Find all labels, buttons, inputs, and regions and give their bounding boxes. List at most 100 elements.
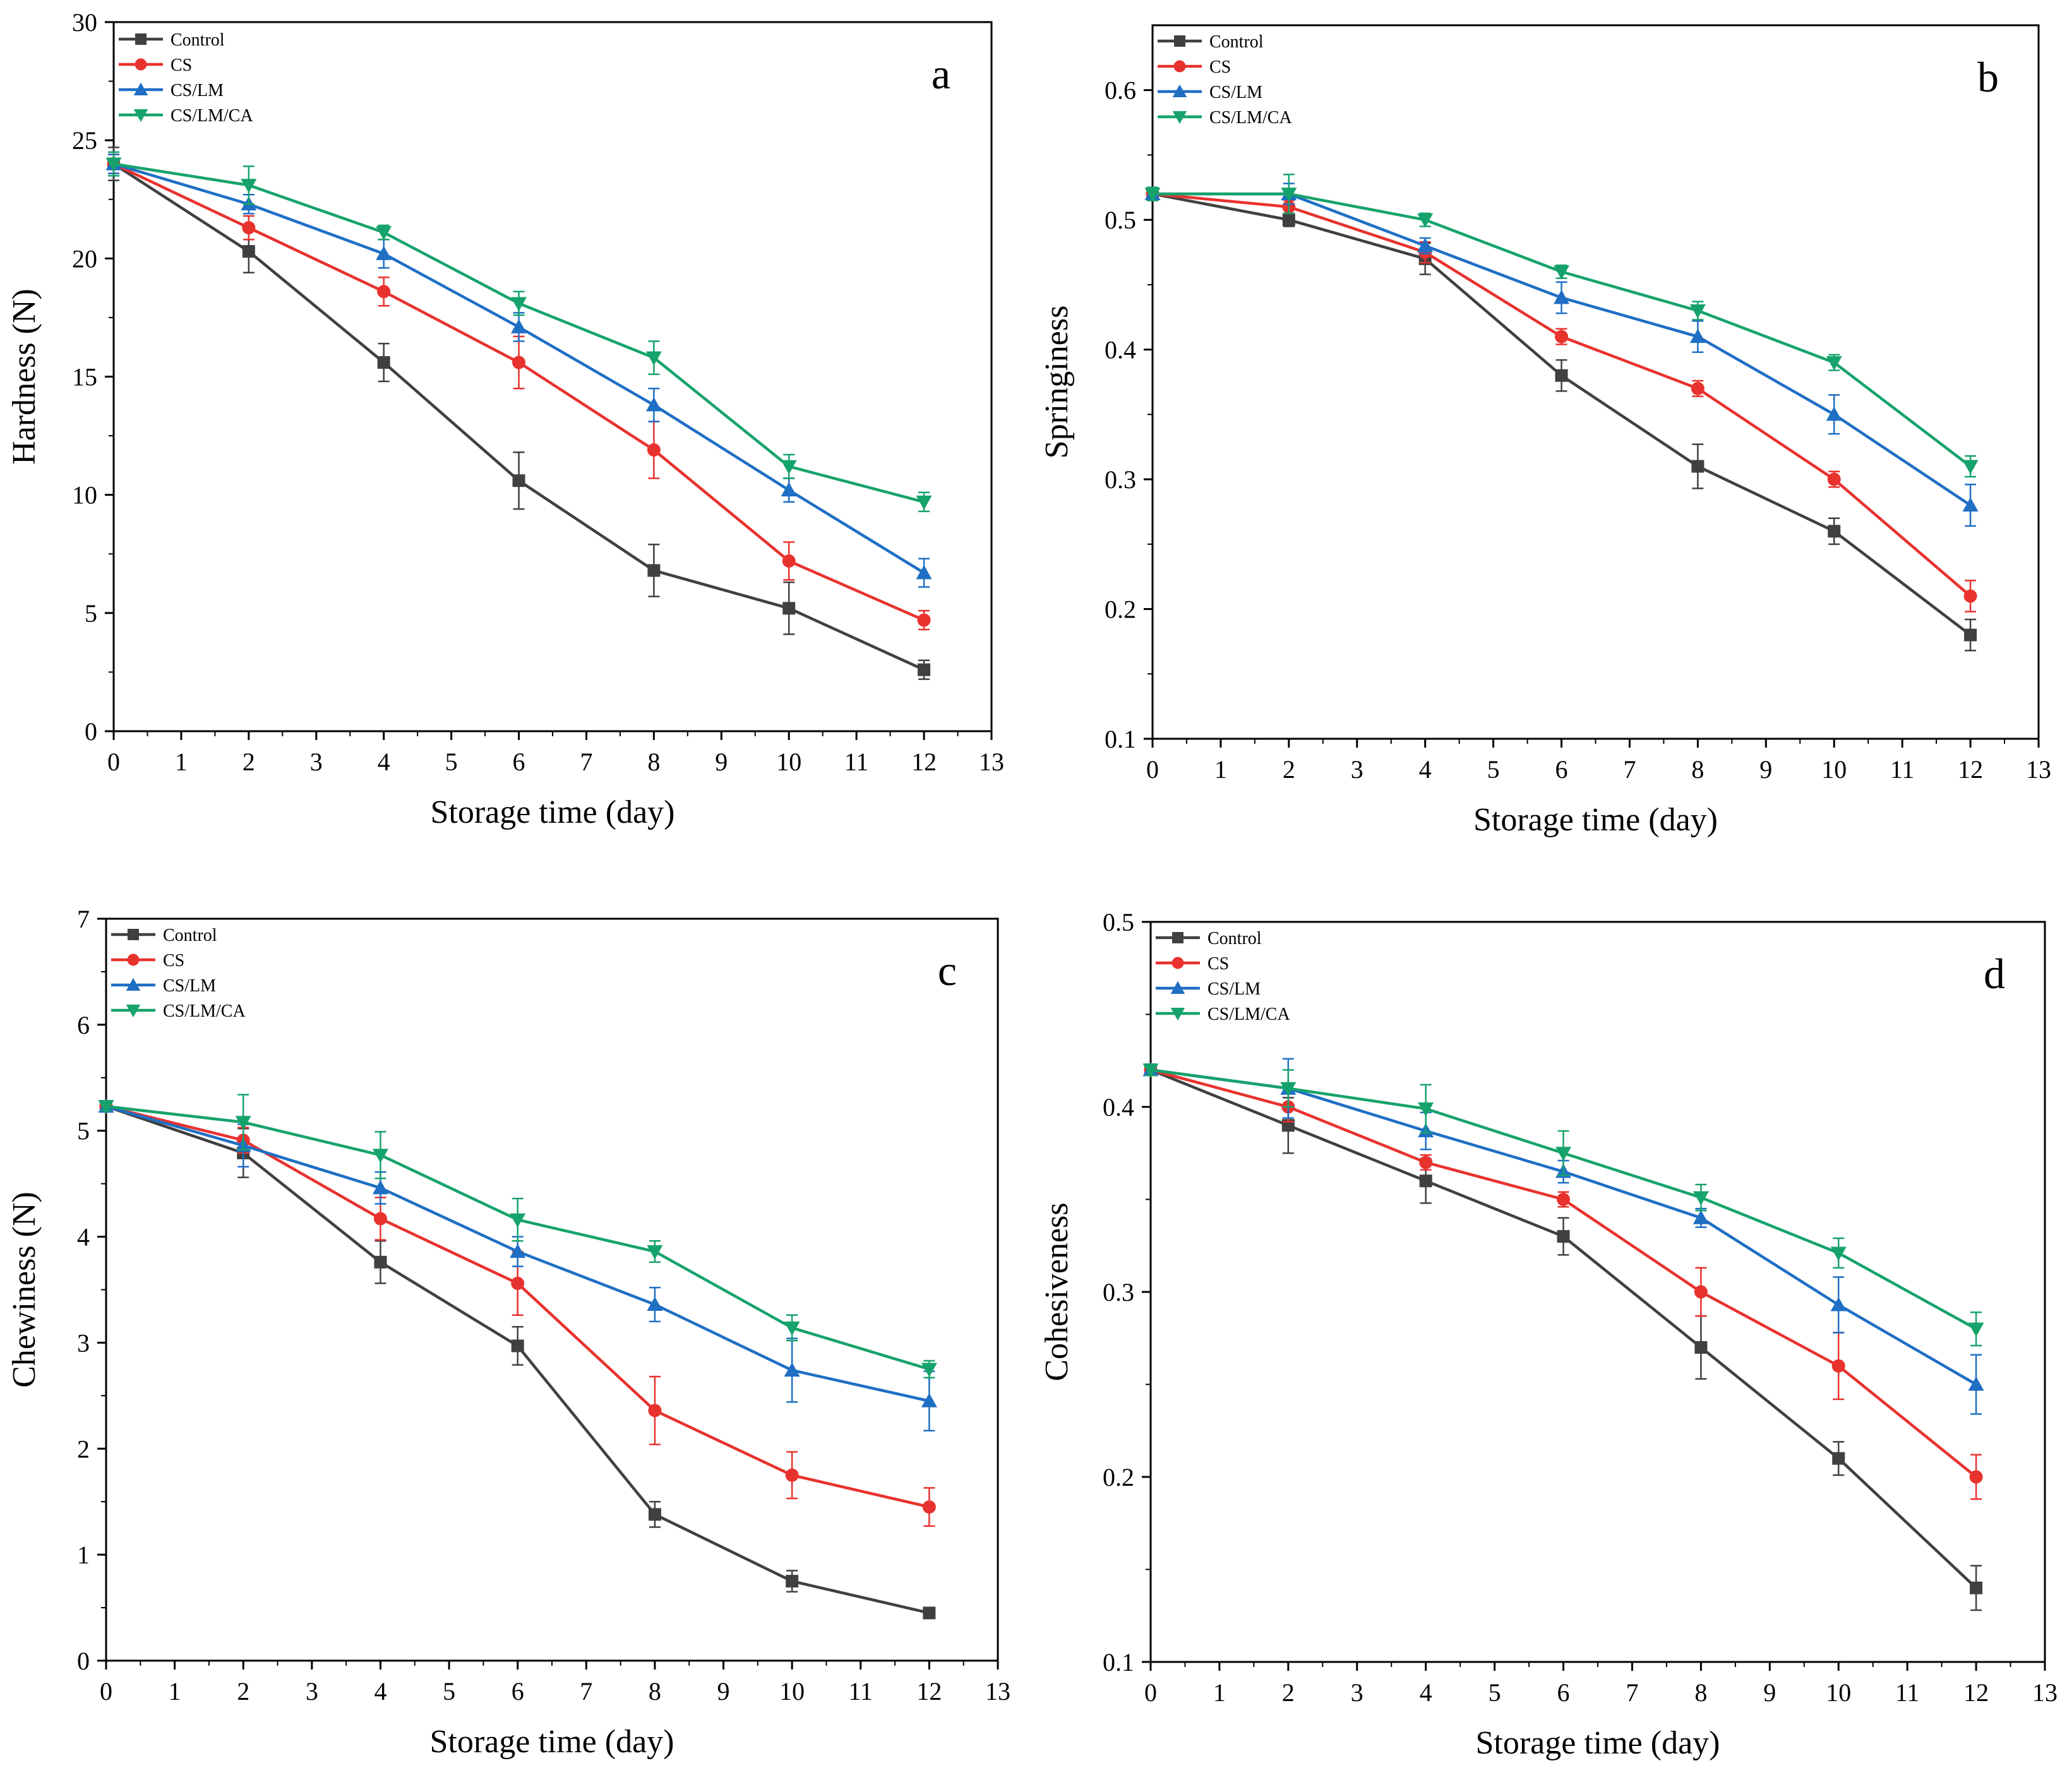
y-tick-label: 0.5: [1103, 908, 1134, 936]
data-point: [1689, 328, 1706, 343]
data-point: [1830, 1297, 1847, 1311]
y-tick-label: 0.2: [1103, 1463, 1134, 1491]
legend-marker: [1173, 60, 1186, 73]
legend-label: CS/LM/CA: [163, 1001, 246, 1021]
data-point: [512, 474, 525, 487]
data-point: [1968, 1322, 1984, 1337]
data-point: [645, 397, 662, 412]
data-point: [376, 246, 392, 260]
series-line: [1152, 192, 1972, 597]
x-tick-label: 8: [1694, 1678, 1707, 1707]
series-control: [1146, 186, 1977, 652]
data-point: [1554, 265, 1570, 280]
legend-marker: [128, 929, 139, 940]
panel-letter: b: [1977, 53, 1999, 101]
y-tick-label: 0.1: [1105, 725, 1136, 753]
legend-label: CS: [1209, 57, 1231, 77]
data-point: [1830, 1246, 1847, 1261]
x-tick-label: 13: [2032, 1678, 2058, 1707]
x-tick-label: 7: [1623, 755, 1636, 784]
legend-label: CS/LM: [1207, 979, 1261, 999]
x-tick-label: 10: [776, 748, 801, 776]
y-tick-label: 2: [77, 1435, 90, 1463]
y-tick-label: 0: [85, 717, 97, 746]
data-point: [1557, 1193, 1571, 1206]
data-point: [916, 495, 932, 510]
data-point: [377, 356, 390, 369]
legend-label: Control: [1209, 32, 1264, 52]
legend-label: CS/LM/CA: [171, 106, 253, 126]
plot-frame: [112, 21, 993, 732]
y-tick-label: 0.3: [1105, 465, 1136, 494]
y-tick-label: 0.4: [1105, 336, 1136, 364]
legend-item: CS/LM/CA: [111, 1001, 246, 1021]
x-tick-label: 8: [649, 1677, 661, 1705]
legend-label: CS/LM: [163, 976, 216, 996]
data-point: [1555, 330, 1569, 343]
panel-letter: d: [1984, 950, 2005, 998]
data-point: [1555, 369, 1568, 382]
x-tick-label: 3: [1351, 755, 1363, 784]
series-cs: [107, 153, 931, 631]
x-tick-label: 7: [1626, 1678, 1638, 1707]
series-cs: [1144, 1063, 1983, 1500]
data-point: [241, 179, 257, 193]
x-tick-label: 6: [1555, 755, 1568, 784]
x-tick-label: 6: [512, 1677, 524, 1705]
data-point: [510, 1243, 526, 1258]
series-control: [107, 146, 931, 680]
data-point: [647, 1245, 663, 1260]
data-point: [1826, 406, 1842, 421]
data-point: [782, 602, 796, 615]
x-axis-title: Storage time (day): [430, 1724, 674, 1760]
y-tick-label: 15: [72, 363, 97, 391]
data-point: [374, 1255, 387, 1269]
data-point: [105, 157, 122, 172]
data-point: [1554, 289, 1570, 304]
x-tick-label: 12: [1958, 755, 1983, 784]
data-point: [1694, 1341, 1708, 1354]
legend-item: CS: [111, 951, 184, 971]
legend: Control CS CS/LM CS/LM/CA: [1158, 32, 1292, 128]
x-tick-label: 10: [1826, 1678, 1851, 1707]
y-tick-label: 0.4: [1103, 1093, 1134, 1121]
data-point: [917, 613, 931, 627]
series-cs-lm-ca: [98, 1094, 937, 1379]
data-point: [242, 245, 255, 258]
series-line: [112, 162, 925, 671]
x-tick-label: 13: [985, 1677, 1010, 1705]
data-point: [647, 1296, 663, 1311]
data-point: [648, 1404, 662, 1418]
y-tick-label: 0.6: [1105, 76, 1136, 105]
data-point: [645, 351, 662, 366]
data-point: [1689, 304, 1706, 319]
data-point: [921, 1363, 937, 1377]
legend-label: CS/LM/CA: [1207, 1005, 1290, 1024]
data-point: [786, 1575, 799, 1588]
legend-label: Control: [1207, 929, 1262, 948]
data-point: [782, 554, 796, 568]
x-tick-label: 11: [844, 748, 869, 776]
series-cs-lm: [98, 1098, 937, 1431]
data-point: [781, 460, 797, 475]
data-point: [1419, 1156, 1433, 1169]
legend: Control CS CS/LM CS/LM/CA: [111, 926, 246, 1021]
data-point: [784, 1362, 800, 1377]
data-point: [1693, 1210, 1709, 1224]
data-point: [922, 1500, 936, 1514]
series-cs-lm-ca: [1142, 1063, 1984, 1347]
data-point: [1418, 1102, 1434, 1117]
series-control: [1144, 1063, 1983, 1611]
legend-marker: [1172, 932, 1183, 943]
data-point: [510, 1213, 526, 1228]
data-point: [1831, 1359, 1845, 1373]
data-point: [235, 1116, 251, 1130]
legend-item: CS: [119, 56, 192, 75]
series-line: [113, 162, 925, 622]
legend-item: Control: [119, 30, 225, 50]
x-tick-label: 11: [1890, 755, 1915, 784]
data-point: [1963, 589, 1977, 603]
data-point: [1691, 460, 1705, 473]
y-tick-label: 25: [72, 126, 97, 155]
x-tick-label: 0: [1144, 1678, 1157, 1707]
